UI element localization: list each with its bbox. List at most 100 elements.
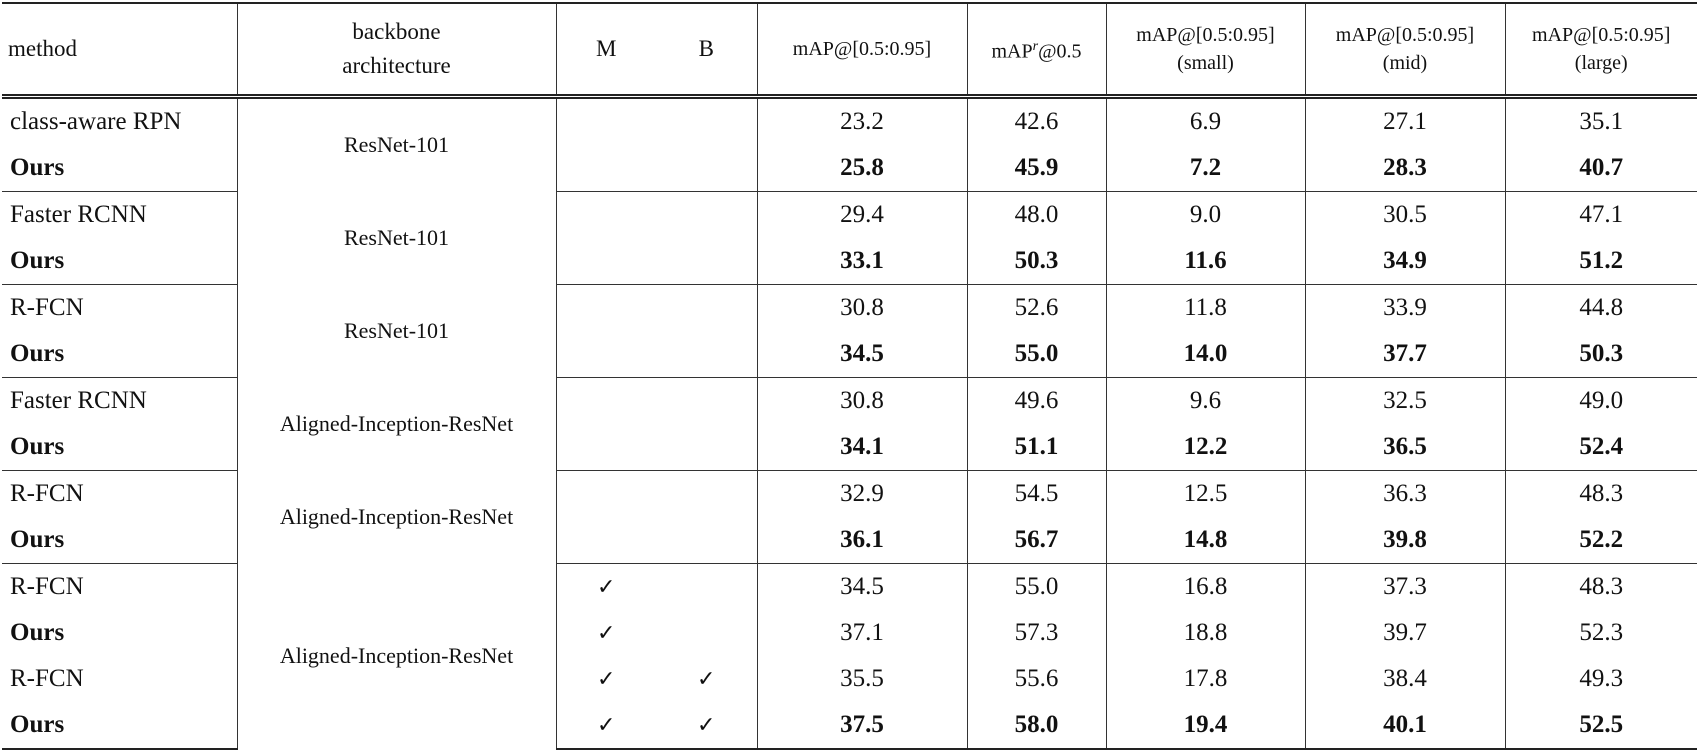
table-row: class-aware RPN ResNet-101 23.2 42.6 6.9 27.1… <box>2 96 1697 192</box>
checkmark-icon: ✓ <box>697 666 716 692</box>
m-check-cell <box>556 192 656 239</box>
table-row: Ours 25.8 45.9 7.2 28.3 40.7 <box>2 145 1697 192</box>
mapr-value: 57.3 <box>967 610 1107 656</box>
map-small-value: 14.0 <box>1106 331 1306 378</box>
map-mid-value: 30.5 <box>1305 191 1506 238</box>
m-check-cell <box>556 331 656 378</box>
header-m: M <box>556 2 656 99</box>
method-cell: Faster RCNN <box>2 377 238 424</box>
header-map-small: mAP@[0.5:0.95] (small) <box>1106 2 1306 99</box>
map-small-value: 6.9 <box>1106 96 1306 145</box>
header-map-small-line2: (small) <box>1177 52 1234 74</box>
map-large-value: 52.4 <box>1505 424 1697 471</box>
backbone-cell: Aligned-Inception-ResNet <box>237 563 557 749</box>
header-map-large: mAP@[0.5:0.95] (large) <box>1505 2 1697 99</box>
mapr-value: 45.9 <box>967 145 1107 192</box>
method-cell: Ours <box>2 702 238 750</box>
map-large-value: 47.1 <box>1579 201 1624 228</box>
map-value: 23.2 <box>757 96 968 145</box>
table-row: Ours ✓ ✓ 37.5 58.0 19.4 40.1 52.5 <box>2 702 1697 750</box>
header-backbone-line2: architecture <box>342 53 451 78</box>
header-map-large-line1: mAP@[0.5:0.95] <box>1532 24 1671 46</box>
header-backbone-line1: backbone <box>352 19 441 44</box>
map-small-value: 7.2 <box>1106 145 1306 192</box>
mapr-value: 50.3 <box>967 238 1107 285</box>
map-small-value: 18.8 <box>1106 610 1306 656</box>
m-check-cell <box>556 285 656 332</box>
method-cell: class-aware RPN <box>2 96 238 145</box>
checkmark-icon: ✓ <box>597 620 616 646</box>
map-mid-value: 36.3 <box>1305 470 1506 517</box>
mapr-value: 56.7 <box>967 517 1107 564</box>
map-mid-value: 32.5 <box>1305 377 1506 424</box>
header-b: B <box>656 2 758 99</box>
map-value: 25.8 <box>757 145 968 192</box>
b-check-cell: ✓ <box>656 656 758 702</box>
m-check-cell: ✓ <box>556 656 656 702</box>
map-value: 35.5 <box>757 656 968 702</box>
m-check-cell <box>556 471 656 518</box>
method-cell: Ours <box>2 331 238 378</box>
m-check-cell <box>556 97 656 146</box>
map-mid-value: 40.1 <box>1305 702 1506 750</box>
map-value: 30.8 <box>757 284 968 331</box>
map-large-value: 52.2 <box>1505 517 1697 564</box>
checkmark-icon: ✓ <box>597 574 616 600</box>
table-row: R-FCN Aligned-Inception-ResNet ✓ 34.5 55.0 16… <box>2 563 1697 749</box>
table-row: Ours 34.1 51.1 12.2 36.5 52.4 <box>2 424 1697 471</box>
table-row: Ours 36.1 56.7 14.8 39.8 52.2 <box>2 517 1697 564</box>
map-mid-value: 39.7 <box>1305 610 1506 656</box>
m-check-cell: ✓ <box>556 610 656 656</box>
table-row: Faster RCNN ResNet-101 29.4 48.0 9.0 30.5 47.1 <box>2 191 1697 285</box>
map-mid-value: 34.9 <box>1305 238 1506 285</box>
method-cell: R-FCN <box>2 284 238 331</box>
mapr-value: 55.0 <box>967 331 1107 378</box>
backbone-cell: ResNet-101 <box>237 191 557 285</box>
mapr-value: 42.6 <box>967 96 1107 145</box>
map-large-value: 40.7 <box>1505 145 1697 192</box>
method-cell: Ours <box>2 610 238 656</box>
map-large-value: 44.8 <box>1579 294 1624 321</box>
map-mid-value: 37.3 <box>1305 563 1506 610</box>
table-row: Ours 34.5 55.0 14.0 37.7 50.3 <box>2 331 1697 378</box>
map-mid-value: 33.9 <box>1305 284 1506 331</box>
checkmark-icon: ✓ <box>597 712 616 738</box>
mapr-value: 48.0 <box>967 191 1107 238</box>
m-check-cell <box>556 517 656 564</box>
mapr-value: 54.5 <box>967 470 1107 517</box>
b-check-cell <box>656 610 758 656</box>
header-mapr: mAPr@0.5 <box>967 2 1107 99</box>
header-map-small-line1: mAP@[0.5:0.95] <box>1136 24 1275 46</box>
table-row: R-FCN Aligned-Inception-ResNet 32.9 54.5 12.… <box>2 470 1697 564</box>
map-mid-value: 39.8 <box>1305 517 1506 564</box>
method-cell: Ours <box>2 424 238 471</box>
header-map-mid: mAP@[0.5:0.95] (mid) <box>1305 2 1506 99</box>
table-row: Ours 33.1 50.3 11.6 34.9 51.2 <box>2 238 1697 285</box>
map-large-value: 35.1 <box>1579 108 1624 135</box>
method-cell: Ours <box>2 238 238 285</box>
map-small-value: 14.8 <box>1106 517 1306 564</box>
map-small-value: 19.4 <box>1106 702 1306 750</box>
map-value: 33.1 <box>757 238 968 285</box>
map-value: 30.8 <box>757 377 968 424</box>
header-backbone: backbone architecture <box>237 2 557 99</box>
mapr-value: 55.6 <box>967 656 1107 702</box>
m-check-cell <box>556 238 656 285</box>
b-check-cell <box>656 284 758 331</box>
map-mid-value: 38.4 <box>1305 656 1506 702</box>
table-row: R-FCN ✓ ✓ 35.5 55.6 17.8 38.4 49.3 <box>2 656 1697 702</box>
method-cell: R-FCN <box>2 470 238 517</box>
map-large-value: 48.3 <box>1579 573 1624 600</box>
map-large-value: 51.2 <box>1505 238 1697 285</box>
table-row: Ours ✓ 37.1 57.3 18.8 39.7 52.3 <box>2 610 1697 656</box>
method-cell: Ours <box>2 145 238 192</box>
backbone-cell: Aligned-Inception-ResNet <box>237 470 557 564</box>
map-large-value: 49.3 <box>1579 665 1624 692</box>
b-check-cell <box>656 145 758 192</box>
map-small-value: 11.6 <box>1106 238 1306 285</box>
mapr-value: 55.0 <box>967 563 1107 610</box>
header-method: method <box>2 2 238 99</box>
map-large-value: 48.3 <box>1579 480 1624 507</box>
map-value: 32.9 <box>757 470 968 517</box>
